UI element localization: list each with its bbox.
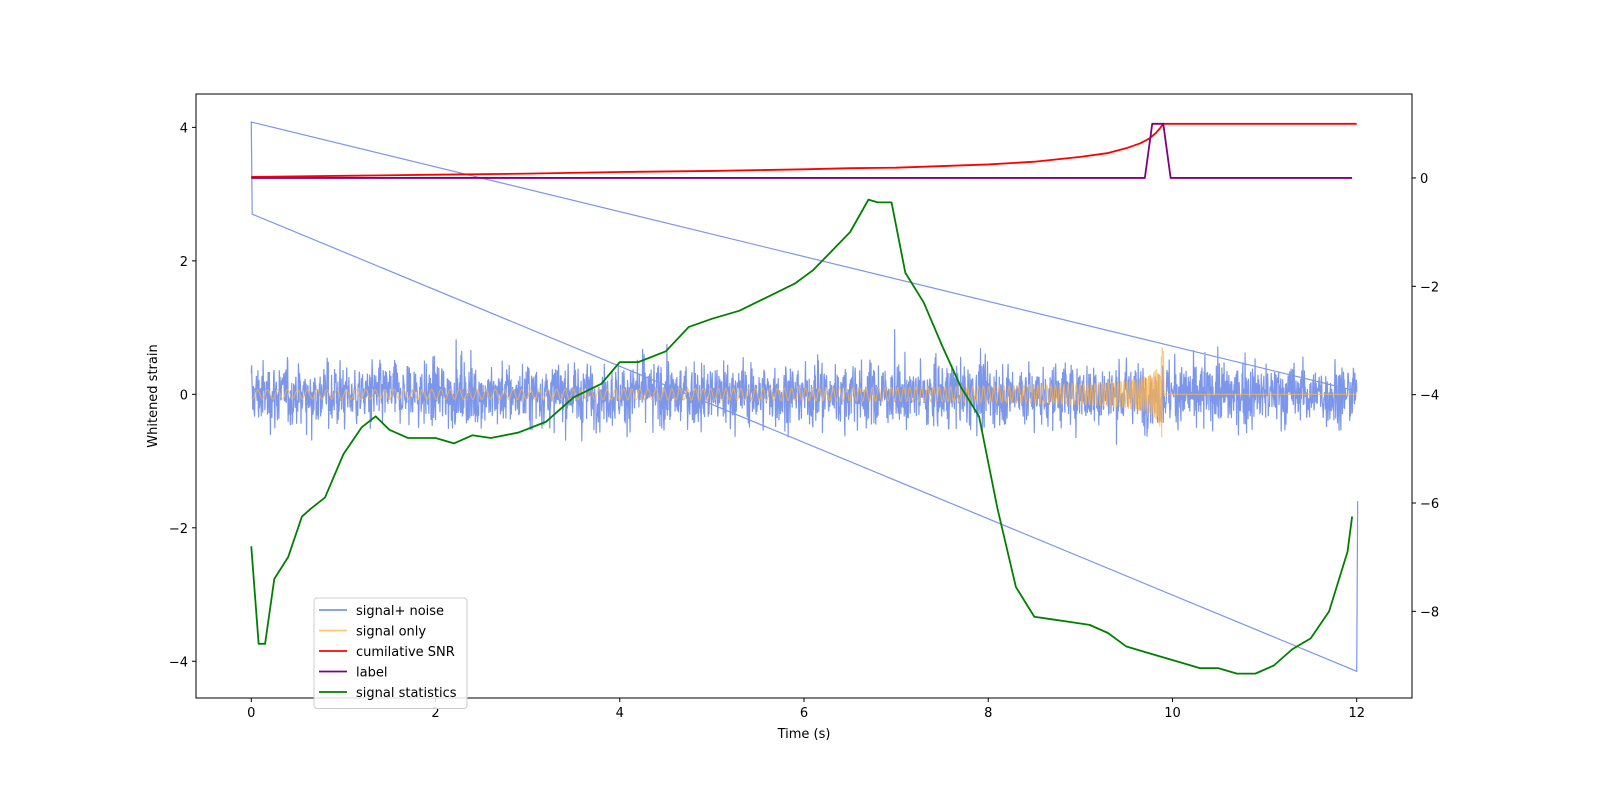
x-tick-label: 4 xyxy=(616,706,624,721)
x-tick-label: 8 xyxy=(984,706,992,721)
x-axis: 0 2 4 6 8 10 12 xyxy=(247,698,1365,721)
legend-label: cumilative SNR xyxy=(356,645,455,660)
series-label-line xyxy=(251,122,1353,179)
y2-tick-label: 0 xyxy=(1420,172,1428,187)
x-tick-label: 6 xyxy=(800,706,808,721)
series-signal-noise-line xyxy=(250,121,1359,673)
x-tick-label: 0 xyxy=(247,706,255,721)
legend-box xyxy=(313,597,468,709)
x-axis-title: Time (s) xyxy=(777,727,831,742)
y2-tick-label: −8 xyxy=(1420,605,1439,620)
y-tick-label: 4 xyxy=(180,121,188,136)
series-layer xyxy=(250,121,1359,675)
series-cumulative-snr-line xyxy=(251,122,1357,178)
legend-label: label xyxy=(356,666,387,681)
x-tick-label: 12 xyxy=(1348,706,1365,721)
series-signal-statistics-line xyxy=(250,198,1354,675)
y-tick-label: −4 xyxy=(169,655,188,670)
y-tick-label: 2 xyxy=(180,255,188,270)
x-tick-label: 2 xyxy=(431,706,439,721)
legend-label: signal+ noise xyxy=(356,604,444,619)
y-axis-right: −8 −6 −4 −2 0 xyxy=(1412,172,1439,620)
y-axis-left: −4 −2 0 2 4 xyxy=(169,121,196,670)
y2-tick-label: −2 xyxy=(1420,280,1439,295)
y-tick-label: 0 xyxy=(180,388,188,403)
y2-tick-label: −6 xyxy=(1420,497,1439,512)
legend: signal+ noise signal only cumilative SNR la… xyxy=(313,597,468,709)
y-tick-label: −2 xyxy=(169,522,188,537)
y2-tick-label: −4 xyxy=(1420,389,1439,404)
legend-label: signal only xyxy=(356,625,426,640)
series-signal-only-line xyxy=(250,347,1357,438)
y-axis-title: Whitened strain xyxy=(146,344,161,447)
x-tick-label: 10 xyxy=(1164,706,1181,721)
legend-label: signal statistics xyxy=(356,686,457,701)
